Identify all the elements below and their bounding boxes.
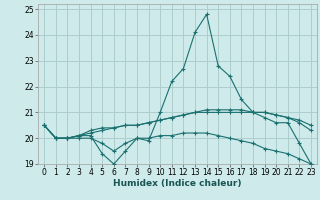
X-axis label: Humidex (Indice chaleur): Humidex (Indice chaleur) <box>113 179 242 188</box>
